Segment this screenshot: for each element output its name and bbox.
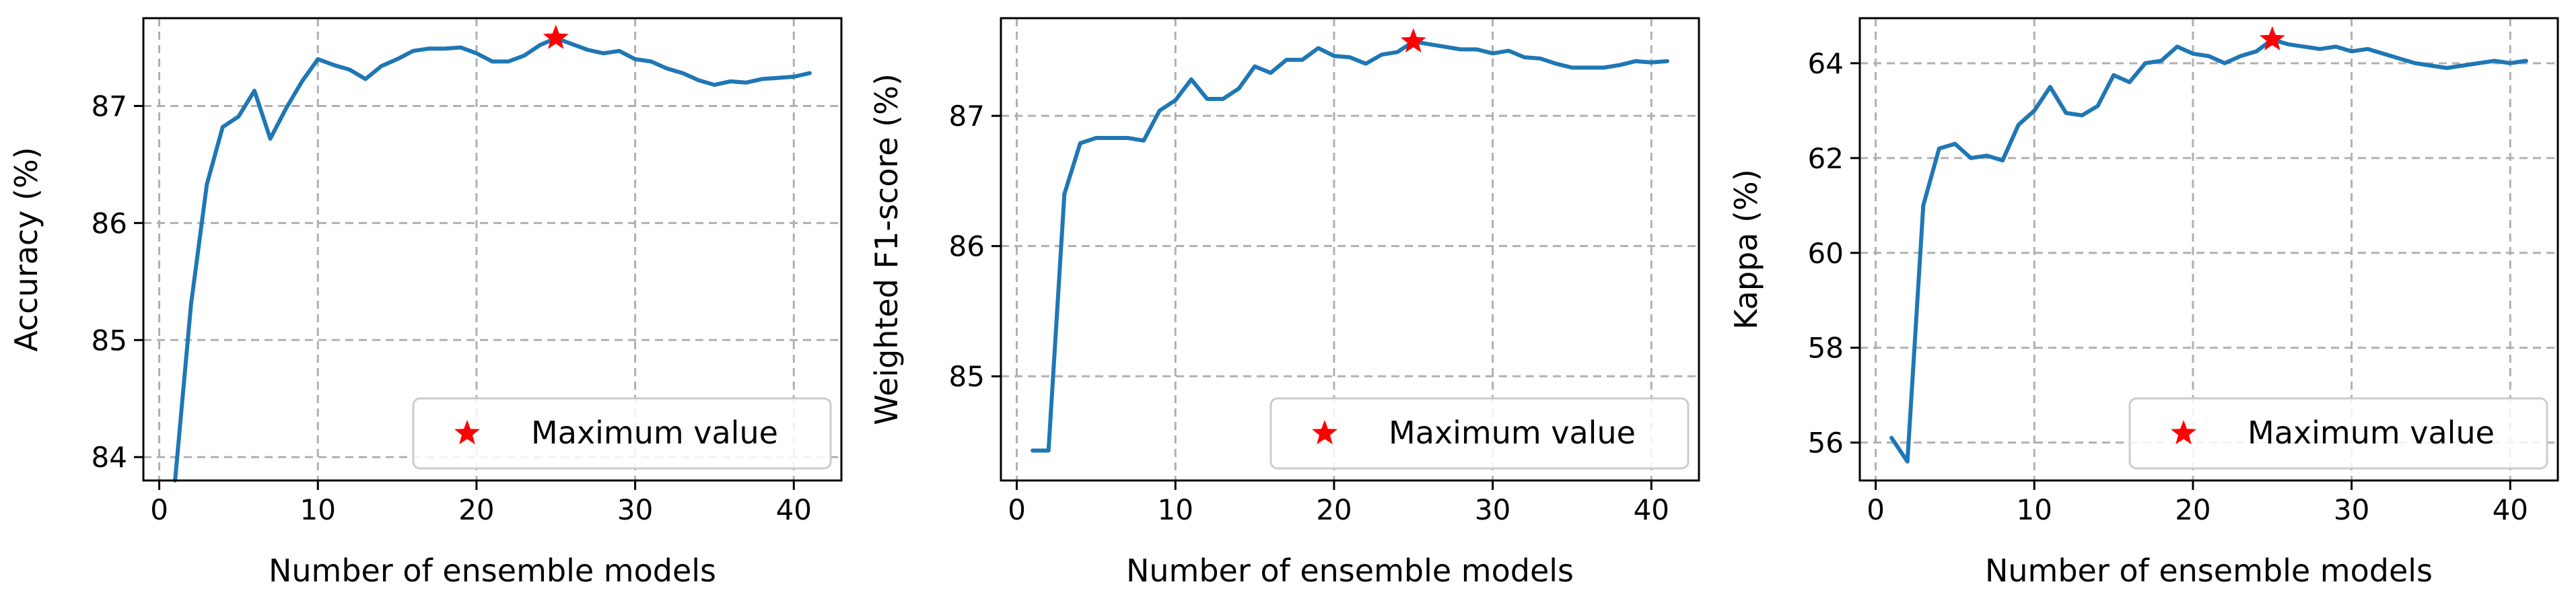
x-tick-label: 20 xyxy=(2175,493,2211,526)
axes-frame xyxy=(142,17,843,482)
x-tick-label: 30 xyxy=(617,493,653,526)
chart-panel-2: 0 10 20 30 40 85 86 87 Number of ensemble models… xyxy=(868,17,1700,589)
x-axis-label: Number of ensemble models xyxy=(269,553,716,589)
y-tick-label: 84 xyxy=(92,441,127,474)
y-tick-label: 87 xyxy=(92,90,127,122)
y-tick-label: 64 xyxy=(1808,47,1844,80)
x-tick-label: 0 xyxy=(1008,493,1026,526)
x-tick-label: 0 xyxy=(150,493,168,526)
legend-box xyxy=(412,397,832,470)
y-axis-label: Weighted F1-score (%) xyxy=(868,73,905,425)
x-tick-label: 40 xyxy=(1634,493,1669,526)
data-series-line xyxy=(1031,39,1669,453)
maximum-value-marker xyxy=(1400,28,1426,52)
legend: Maximum value xyxy=(412,397,832,470)
legend-star-icon xyxy=(2171,420,2196,445)
x-tick-label: 20 xyxy=(458,493,494,526)
x-tick-label: 0 xyxy=(1867,493,1885,526)
y-tick-label: 56 xyxy=(1808,427,1844,460)
x-tick-label: 20 xyxy=(1316,493,1352,526)
y-tick-label: 85 xyxy=(949,360,985,393)
y-tick-label: 58 xyxy=(1808,332,1844,365)
y-tick-label: 85 xyxy=(92,324,127,357)
chart-panel-1: 0 10 20 30 40 84 85 86 87 Number of ensemble mode… xyxy=(8,17,843,589)
x-tick-label: 40 xyxy=(2493,493,2528,526)
x-axis-label: Number of ensemble models xyxy=(1985,553,2433,589)
y-tick-label: 87 xyxy=(949,100,985,133)
x-axis-label: Number of ensemble models xyxy=(1126,553,1574,589)
y-tick-label: 86 xyxy=(92,207,127,240)
legend-box xyxy=(2128,397,2548,470)
legend-label: Maximum value xyxy=(531,415,778,451)
axes-frame xyxy=(1858,17,2559,482)
legend-label: Maximum value xyxy=(2248,415,2495,451)
y-tick-label: 62 xyxy=(1808,142,1844,175)
x-tick-label: 10 xyxy=(2017,493,2052,526)
data-series-line xyxy=(1889,37,2528,464)
y-tick-label: 86 xyxy=(949,230,985,263)
x-tick-label: 30 xyxy=(1475,493,1510,526)
y-axis-label: Accuracy (%) xyxy=(8,147,44,351)
x-tick-label: 10 xyxy=(1158,493,1193,526)
x-tick-label: 40 xyxy=(776,493,812,526)
y-axis-label: Kappa (%) xyxy=(1728,169,1764,329)
axes-frame xyxy=(1000,17,1700,482)
y-tick-label: 60 xyxy=(1808,237,1844,270)
legend: Maximum value xyxy=(1269,397,1690,470)
maximum-value-marker xyxy=(543,24,569,49)
legend-star-icon xyxy=(1312,420,1337,445)
legend-star-icon xyxy=(454,420,480,445)
maximum-value-marker xyxy=(2259,26,2285,50)
chart-panel-3: 0 10 20 30 40 56 58 60 62 64 Number of ensemble mo… xyxy=(1728,17,2559,589)
x-tick-label: 30 xyxy=(2334,493,2369,526)
legend-label: Maximum value xyxy=(1389,415,1636,451)
legend: Maximum value xyxy=(2128,397,2548,470)
x-tick-label: 10 xyxy=(300,493,336,526)
data-series-line xyxy=(173,36,812,483)
legend-box xyxy=(1269,397,1690,470)
